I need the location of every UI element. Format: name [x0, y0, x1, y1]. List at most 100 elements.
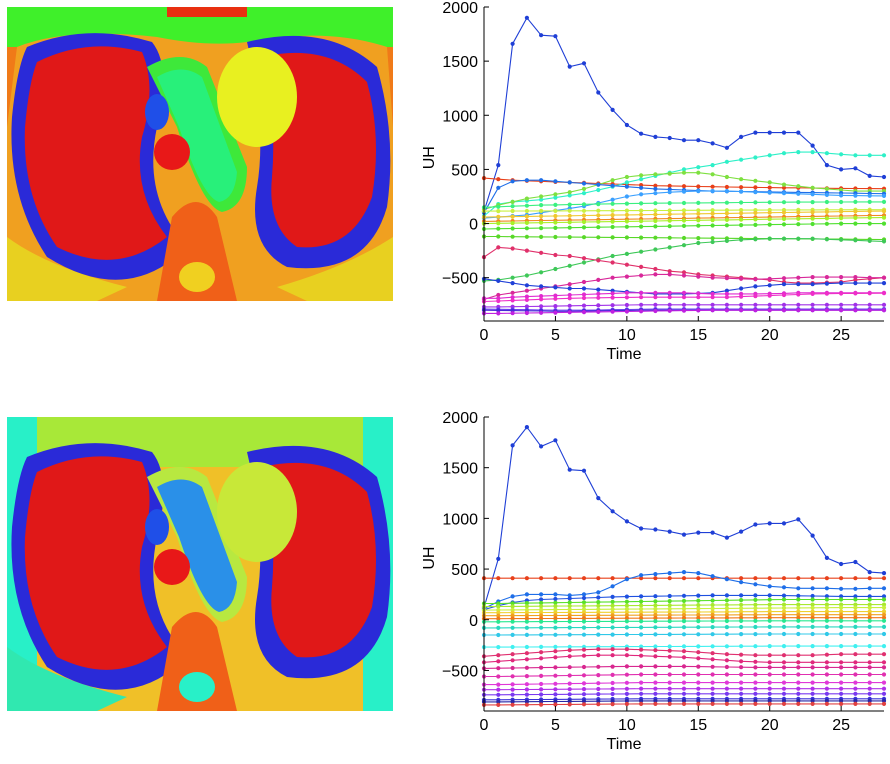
data-point: [539, 592, 544, 597]
data-point: [496, 185, 501, 190]
data-point: [639, 613, 644, 618]
data-point: [824, 209, 830, 214]
data-point: [867, 618, 872, 623]
data-point: [596, 303, 601, 308]
data-point: [839, 275, 844, 280]
data-point: [796, 222, 801, 227]
data-point: [539, 576, 544, 581]
data-point: [867, 281, 872, 286]
y-tick-label: 500: [451, 562, 478, 579]
data-point: [724, 208, 730, 213]
data-point: [639, 219, 644, 224]
data-point: [739, 223, 744, 228]
data-point: [810, 605, 815, 610]
data-point: [524, 283, 530, 288]
data-point: [539, 644, 544, 650]
data-point: [881, 308, 887, 313]
data-point: [553, 192, 558, 197]
data-point: [696, 656, 701, 661]
data-point: [496, 177, 501, 182]
data-point: [810, 691, 815, 696]
data-point: [781, 680, 787, 685]
series-line-1: [483, 426, 885, 608]
data-point: [696, 189, 701, 194]
data-point: [853, 644, 858, 649]
data-point: [839, 167, 844, 172]
data-point: [496, 308, 501, 313]
data-point: [810, 586, 815, 591]
data-point: [596, 213, 601, 218]
data-point: [724, 691, 730, 696]
data-point: [739, 698, 744, 704]
data-point: [653, 594, 658, 599]
data-point: [539, 444, 544, 449]
data-point: [781, 612, 787, 617]
data-point: [624, 632, 630, 637]
data-point: [496, 278, 501, 283]
data-point: [753, 691, 758, 696]
data-point: [667, 190, 672, 195]
data-point: [739, 529, 744, 534]
data-point: [581, 699, 587, 704]
data-point: [653, 302, 658, 307]
data-point: [853, 215, 858, 220]
data-point: [724, 577, 730, 582]
data-point: [796, 216, 801, 221]
data-point: [796, 624, 801, 630]
data-point: [596, 295, 601, 300]
data-point: [781, 151, 787, 156]
data-point: [610, 603, 615, 608]
data-point: [639, 653, 644, 658]
data-point: [496, 298, 501, 304]
data-point: [881, 193, 887, 198]
data-point: [610, 253, 615, 259]
data-point: [567, 625, 572, 630]
data-point: [739, 576, 744, 581]
data-point: [724, 223, 730, 228]
data-point: [667, 272, 672, 277]
data-point: [767, 222, 772, 227]
data-point: [810, 185, 815, 190]
data-point: [881, 291, 887, 296]
x-tick-label: 10: [618, 327, 636, 344]
data-point: [796, 672, 801, 677]
data-point: [696, 609, 701, 615]
data-point: [739, 598, 744, 603]
data-point: [553, 649, 558, 654]
data-point: [510, 281, 515, 286]
data-point: [667, 212, 672, 217]
data-point: [596, 632, 601, 637]
data-point: [796, 653, 801, 658]
data-point: [596, 681, 601, 686]
x-tick-label: 10: [618, 717, 636, 734]
data-point: [767, 308, 772, 313]
data-point: [767, 302, 772, 307]
data-point: [610, 197, 615, 202]
data-point: [496, 311, 501, 316]
data-point: [596, 686, 601, 692]
data-point: [867, 665, 872, 670]
data-point: [796, 576, 801, 581]
data-point: [853, 698, 858, 704]
data-point: [810, 236, 815, 241]
data-point: [496, 619, 501, 624]
data-point: [581, 260, 587, 265]
data-point: [496, 625, 501, 631]
data-point: [753, 609, 758, 614]
data-point: [524, 234, 530, 239]
data-point: [667, 664, 672, 669]
data-point: [581, 644, 587, 649]
data-point: [881, 594, 887, 599]
data-point: [753, 593, 758, 598]
data-point: [724, 644, 730, 649]
data-point: [796, 691, 801, 696]
data-point: [553, 220, 558, 225]
data-point: [653, 701, 658, 707]
data-point: [753, 294, 758, 299]
data-point: [753, 582, 758, 587]
data-point: [653, 186, 658, 191]
data-point: [839, 680, 844, 685]
data-point: [753, 602, 758, 607]
data-point: [596, 90, 601, 95]
data-point: [696, 208, 701, 213]
